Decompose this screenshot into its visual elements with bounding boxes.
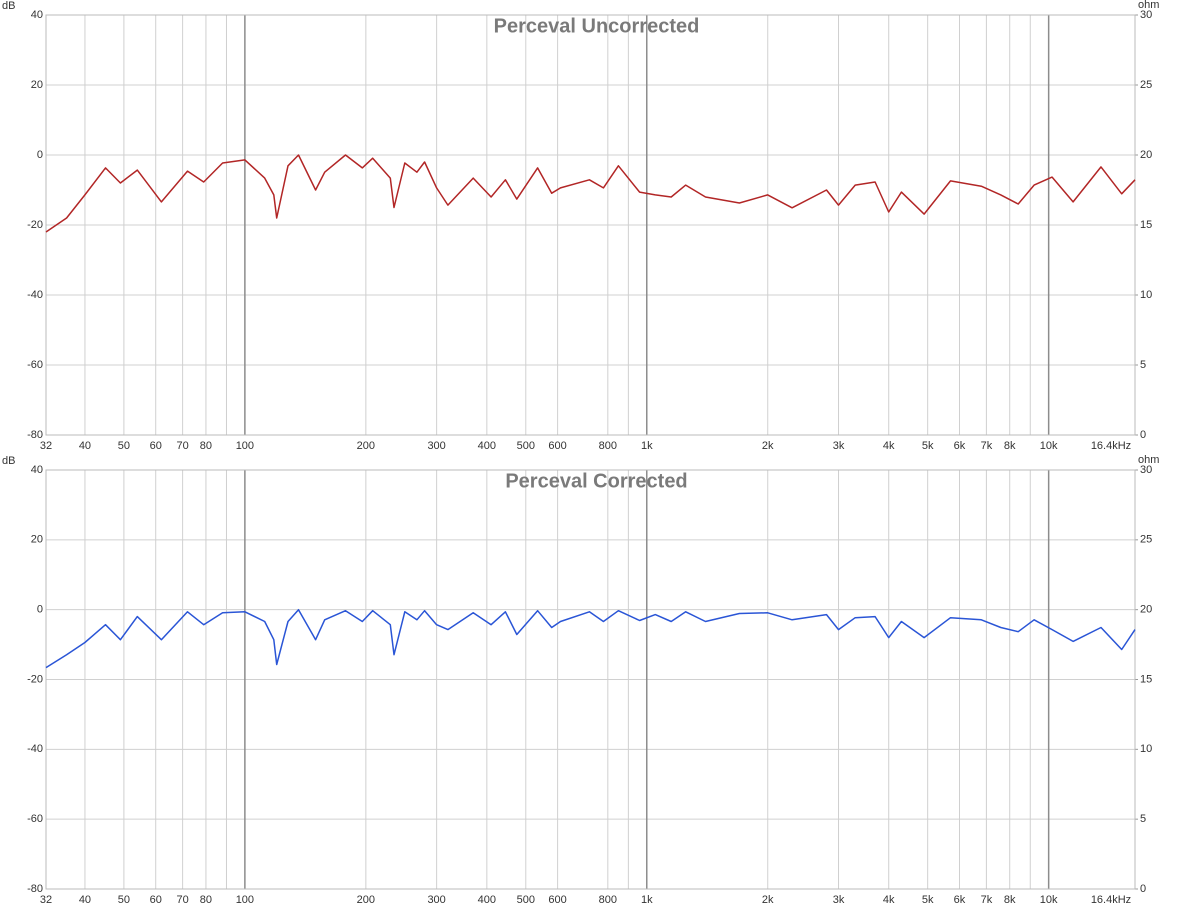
x-tick-label: 50 — [118, 440, 130, 452]
y-tick-label: 40 — [31, 9, 43, 21]
x-tick-label: 7k — [981, 440, 993, 452]
x-tick-label: 500 — [517, 440, 535, 452]
y-axis-label: dB — [2, 0, 15, 12]
y-tick-label: 0 — [37, 149, 43, 161]
y-tick-label: -40 — [27, 289, 43, 301]
x-tick-label: 10k — [1040, 894, 1058, 906]
x-tick-label: 4k — [883, 894, 895, 906]
y2-tick-label: 20 — [1140, 149, 1152, 161]
x-tick-label: 5k — [922, 894, 934, 906]
y2-tick-label: 20 — [1140, 604, 1152, 616]
y-tick-label: -20 — [27, 673, 43, 685]
x-tick-label: 40 — [79, 440, 91, 452]
x-tick-label: 100 — [236, 440, 254, 452]
y-tick-label: -60 — [27, 813, 43, 825]
y2-tick-label: 10 — [1140, 743, 1152, 755]
y2-tick-label: 0 — [1140, 883, 1146, 895]
x-tick-label: 3k — [833, 440, 845, 452]
x-tick-label: 16.4kHz — [1091, 440, 1131, 452]
x-tick-label: 600 — [548, 440, 566, 452]
x-tick-label: 500 — [517, 894, 535, 906]
y-tick-label: -60 — [27, 359, 43, 371]
y2-tick-label: 5 — [1140, 359, 1146, 371]
y2-axis-label: ohm — [1138, 0, 1159, 11]
x-tick-label: 1k — [641, 440, 653, 452]
series-line — [45, 154, 1136, 233]
y-tick-label: -80 — [27, 429, 43, 441]
series-line — [45, 608, 1136, 669]
x-tick-label: 16.4kHz — [1091, 894, 1131, 906]
chart-title: Perceval Uncorrected — [494, 15, 700, 37]
x-tick-label: 8k — [1004, 440, 1016, 452]
y-tick-label: -20 — [27, 219, 43, 231]
x-tick-label: 300 — [427, 894, 445, 906]
x-tick-label: 2k — [762, 440, 774, 452]
x-tick-label: 7k — [981, 894, 993, 906]
x-tick-label: 60 — [150, 894, 162, 906]
x-tick-label: 80 — [200, 440, 212, 452]
y-tick-label: 0 — [37, 604, 43, 616]
x-tick-label: 200 — [357, 440, 375, 452]
plot-frame — [45, 469, 1136, 890]
x-tick-label: 300 — [427, 440, 445, 452]
y2-tick-label: 30 — [1140, 9, 1152, 21]
y-tick-label: -80 — [27, 883, 43, 895]
y2-tick-label: 0 — [1140, 429, 1146, 441]
x-tick-label: 32 — [40, 440, 52, 452]
x-tick-label: 40 — [79, 894, 91, 906]
y-tick-label: 40 — [31, 464, 43, 476]
chart-title: Perceval Corrected — [505, 470, 687, 492]
y-tick-label: -40 — [27, 743, 43, 755]
y2-tick-label: 25 — [1140, 79, 1152, 91]
x-tick-label: 70 — [176, 440, 188, 452]
x-tick-label: 60 — [150, 440, 162, 452]
y2-tick-label: 5 — [1140, 813, 1146, 825]
x-tick-label: 2k — [762, 894, 774, 906]
x-tick-label: 800 — [599, 894, 617, 906]
y2-axis-label: ohm — [1138, 454, 1159, 466]
x-tick-label: 8k — [1004, 894, 1016, 906]
y2-tick-label: 10 — [1140, 289, 1152, 301]
x-tick-label: 70 — [176, 894, 188, 906]
x-tick-label: 50 — [118, 894, 130, 906]
x-tick-label: 3k — [833, 894, 845, 906]
x-tick-label: 1k — [641, 894, 653, 906]
y2-tick-label: 25 — [1140, 534, 1152, 546]
x-tick-label: 5k — [922, 440, 934, 452]
y-tick-label: 20 — [31, 534, 43, 546]
x-tick-label: 200 — [357, 894, 375, 906]
y2-tick-label: 30 — [1140, 464, 1152, 476]
x-tick-label: 32 — [40, 894, 52, 906]
x-tick-label: 80 — [200, 894, 212, 906]
x-tick-label: 4k — [883, 440, 895, 452]
x-tick-label: 800 — [599, 440, 617, 452]
y2-tick-label: 15 — [1140, 673, 1152, 685]
x-tick-label: 6k — [954, 894, 966, 906]
plot-frame — [45, 14, 1136, 436]
x-tick-label: 100 — [236, 894, 254, 906]
y-axis-label: dB — [2, 455, 15, 467]
x-tick-label: 400 — [478, 440, 496, 452]
x-tick-label: 600 — [548, 894, 566, 906]
x-tick-label: 400 — [478, 894, 496, 906]
y2-tick-label: 15 — [1140, 219, 1152, 231]
y-tick-label: 20 — [31, 79, 43, 91]
x-tick-label: 6k — [954, 440, 966, 452]
x-tick-label: 10k — [1040, 440, 1058, 452]
